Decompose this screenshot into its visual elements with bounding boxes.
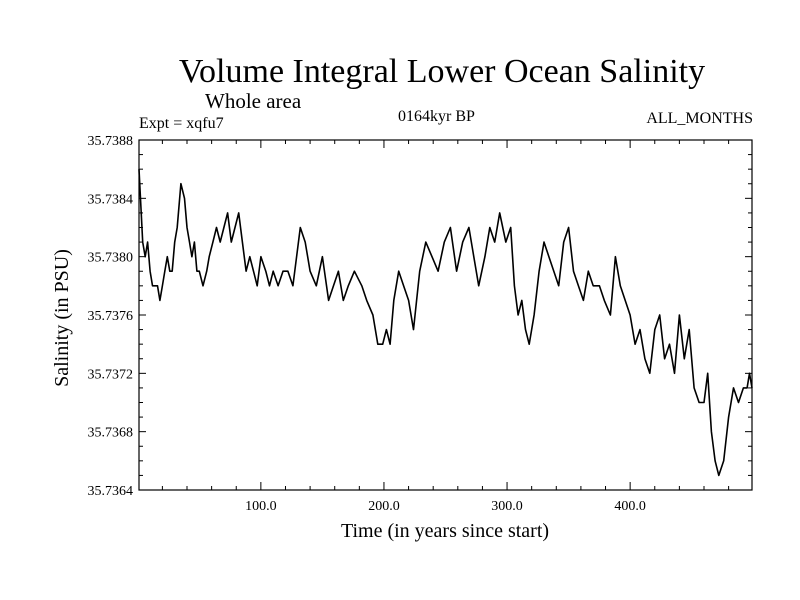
- y-tick-label: 35.7372: [88, 367, 134, 382]
- y-tick-label: 35.7384: [88, 192, 134, 207]
- experiment-label: Expt = xqfu7: [139, 115, 224, 132]
- x-tick-label: 100.0: [245, 499, 277, 514]
- y-tick-label: 35.7364: [88, 484, 134, 499]
- y-tick-label: 35.7368: [88, 426, 134, 441]
- months-label: ALL_MONTHS: [646, 110, 753, 127]
- x-tick-label: 300.0: [491, 499, 523, 514]
- y-tick-label: 35.7380: [88, 251, 134, 266]
- chart-title: Volume Integral Lower Ocean Salinity: [178, 53, 706, 90]
- chart-subtitle: Whole area: [205, 89, 302, 113]
- y-tick-label: 35.7376: [88, 309, 134, 324]
- tick-labels-group: 35.7364 35.7368 35.7372 35.7376 35.7380 35.73…: [88, 134, 646, 514]
- salinity-series-line: [138, 169, 753, 477]
- x-tick-label: 400.0: [614, 499, 646, 514]
- plot-frame: [138, 139, 753, 491]
- y-tick-label: 35.7388: [88, 134, 134, 149]
- x-axis-label: Time (in years since start): [340, 520, 550, 542]
- period-label: 0164kyr BP: [398, 108, 475, 125]
- x-tick-label: 200.0: [368, 499, 400, 514]
